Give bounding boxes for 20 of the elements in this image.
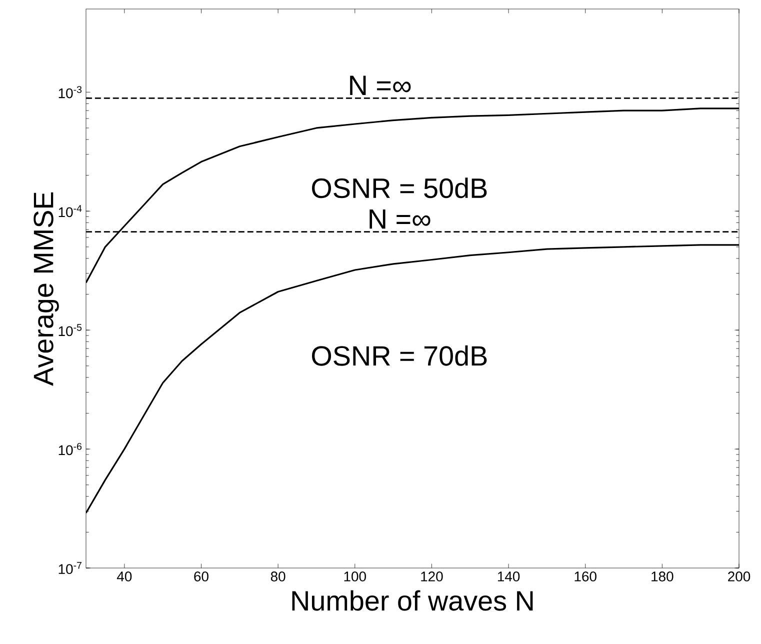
x-tick-label: 60 xyxy=(194,572,208,582)
y-tick-label: 10$^{-5}$ xyxy=(58,324,82,336)
annotation: OSNR = 70dB xyxy=(312,345,487,366)
x-tick-label: 200 xyxy=(728,572,750,582)
ref-line-label: N =∞ xyxy=(350,76,411,95)
x-tick-label: 120 xyxy=(421,572,443,582)
x-tick-label: 160 xyxy=(574,572,596,582)
y-tick-label: 10$^{-7}$ xyxy=(58,562,82,574)
y-tick-label: 10$^{-3}$ xyxy=(58,86,82,98)
x-tick-label: 40 xyxy=(116,572,132,582)
y-tick-label: 10$^{-4}$ xyxy=(58,205,82,218)
ref-line-label: N =∞ xyxy=(370,209,430,229)
y-axis-title: Average MMSE xyxy=(34,192,59,386)
y-tick-label: 10$^{-6}$ xyxy=(58,442,82,456)
x-tick-label: 80 xyxy=(270,572,286,582)
x-tick-label: 140 xyxy=(498,572,520,582)
annotation: OSNR = 50dB xyxy=(312,178,487,198)
x-axis-title: Number of waves N xyxy=(292,590,533,611)
x-tick-label: 180 xyxy=(652,572,674,582)
x-tick-label: 100 xyxy=(344,572,366,582)
